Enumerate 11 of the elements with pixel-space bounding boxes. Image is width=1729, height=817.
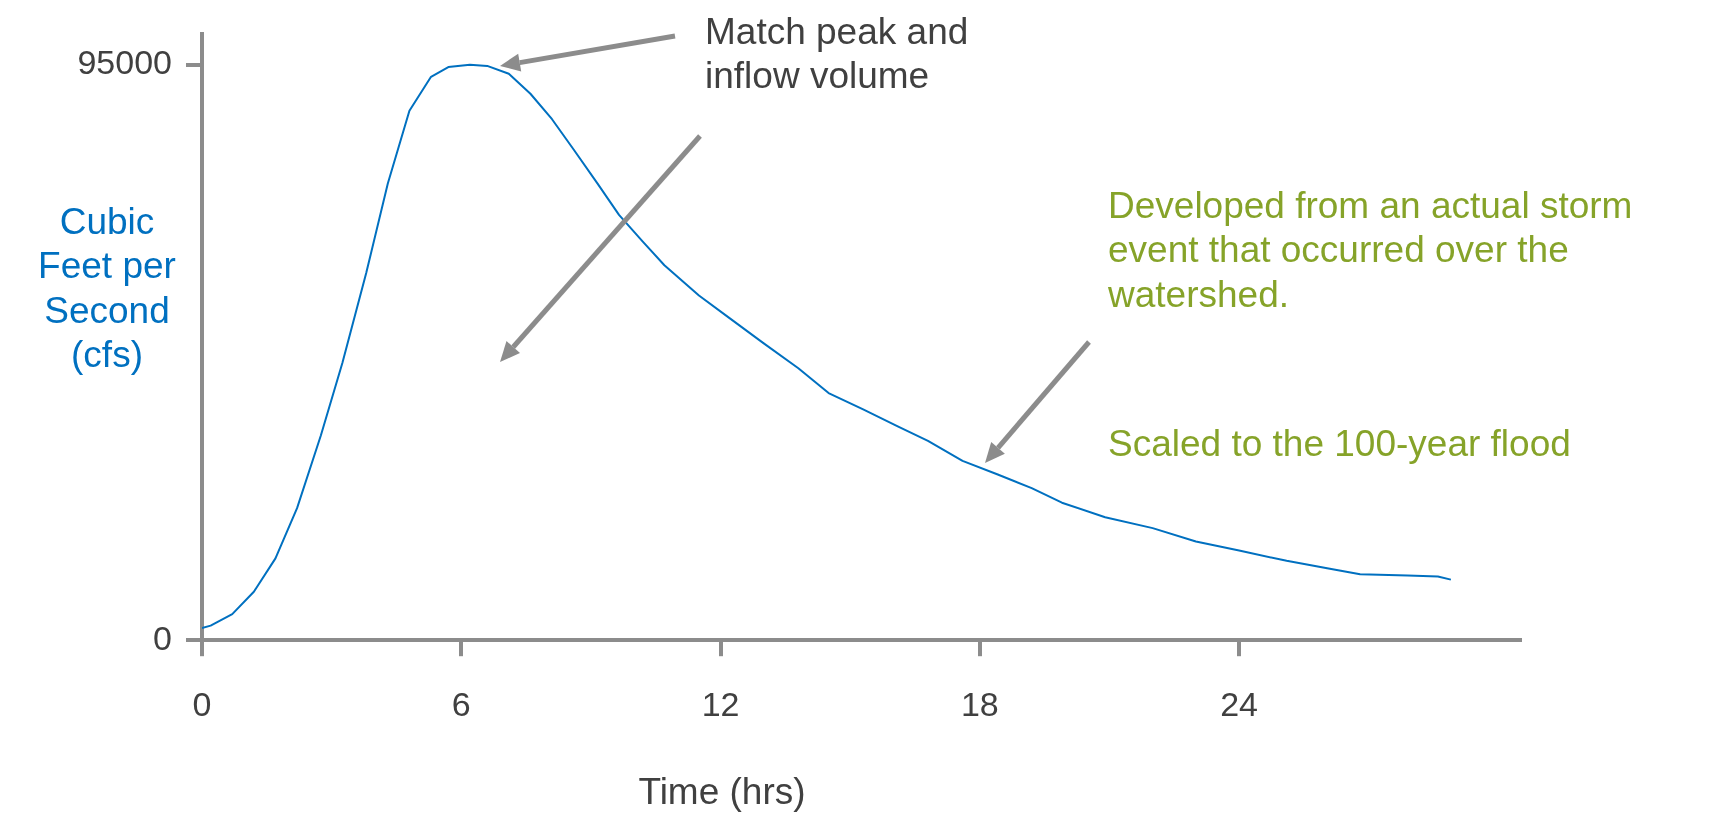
annotation: Match peak and inflow volume — [705, 10, 970, 99]
x-tick-label: 6 — [451, 684, 471, 723]
annotation: Developed from an actual storm event that occurred over the watershed. — [1108, 184, 1634, 317]
x-tick-label: 0 — [192, 684, 212, 723]
x-tick-label: 24 — [1220, 684, 1259, 723]
annotation: Scaled to the 100-year flood — [1108, 422, 1572, 466]
y-axis-title: Cubic Feet per Second (cfs) — [37, 200, 177, 378]
x-tick-label: 18 — [960, 684, 999, 723]
y-tick-label: 95000 — [77, 43, 172, 82]
x-tick-label: 12 — [701, 684, 740, 723]
x-axis-title: Time (hrs) — [637, 770, 807, 814]
